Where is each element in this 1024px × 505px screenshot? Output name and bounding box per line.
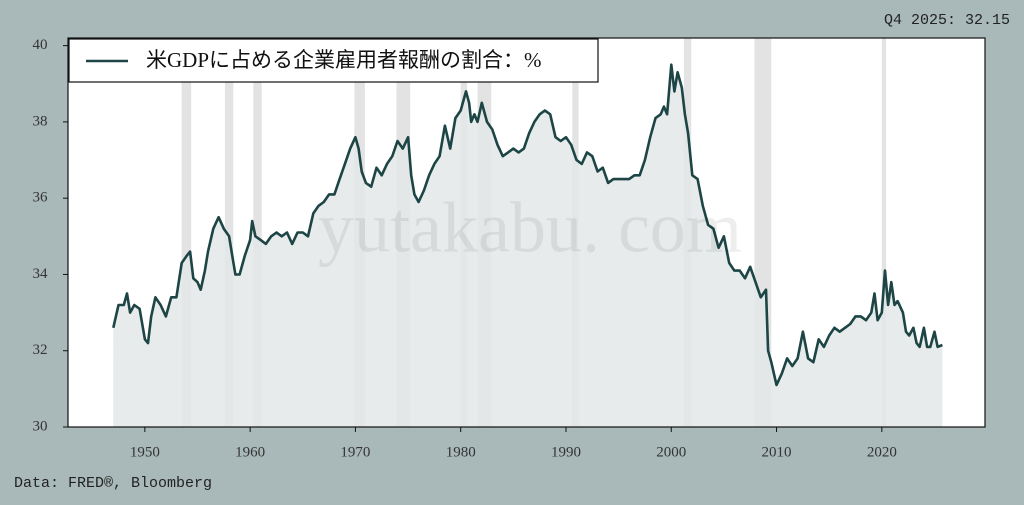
shaded-period [181, 38, 192, 427]
x-tick-label: 1980 [446, 444, 476, 460]
x-tick-label: 1990 [551, 444, 581, 460]
shaded-period [224, 38, 234, 427]
area [113, 64, 943, 427]
x-tick-label: 1970 [340, 444, 370, 460]
x-tick-label: 2020 [867, 444, 897, 460]
y-tick-label: 40 [33, 37, 48, 53]
y-tick-label: 38 [33, 113, 48, 129]
watermark: yutakabu. com [318, 188, 742, 268]
line [112, 63, 943, 387]
x-tick-label: 2010 [762, 444, 792, 460]
shaded-period [253, 38, 262, 427]
x-tick-label: 2000 [656, 444, 686, 460]
y-tick-label: 30 [33, 418, 48, 434]
y-tick-label: 32 [33, 342, 48, 358]
source: Data: FRED®, Bloomberg [14, 475, 212, 492]
shaded-period [881, 38, 887, 427]
plot-frame [67, 37, 986, 428]
annotation: Q4 2025: 32.15 [884, 12, 1010, 29]
y-tick-label: 36 [33, 190, 49, 206]
legend: 米GDPに占める企業雇用者報酬の割合：% [68, 38, 599, 83]
x-tick-label: 1960 [235, 444, 265, 460]
x-tick-label: 1950 [130, 444, 160, 460]
y-tick-label: 34 [33, 266, 49, 282]
legend-label: 米GDPに占める企業雇用者報酬の割合：% [146, 48, 542, 72]
legend-box [68, 38, 599, 83]
